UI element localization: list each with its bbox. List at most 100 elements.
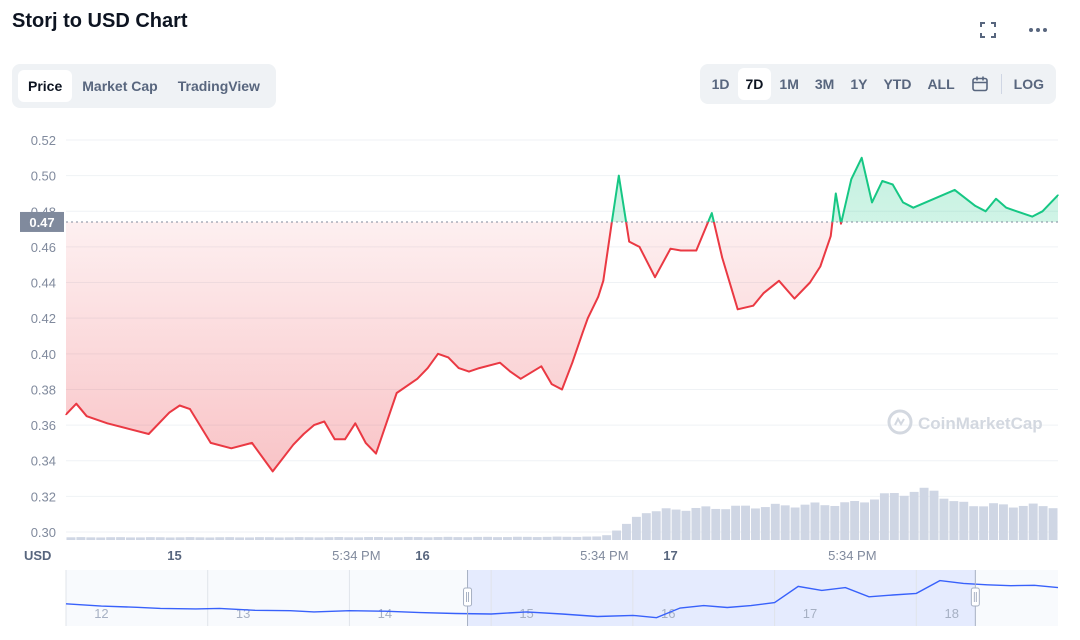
range-divider xyxy=(1000,74,1002,94)
current-price-marker: 0.47 xyxy=(20,211,1058,232)
volume-bar xyxy=(671,509,681,540)
y-tick-label: 0.50 xyxy=(31,169,56,184)
price-point xyxy=(251,442,253,444)
price-point xyxy=(860,157,863,159)
price-point xyxy=(891,183,894,186)
tab-market-cap[interactable]: Market Cap xyxy=(82,78,158,94)
volume-bar xyxy=(602,535,612,540)
volume-bar xyxy=(651,511,661,540)
volume-bar xyxy=(919,487,929,540)
price-point xyxy=(819,265,822,268)
price-point xyxy=(638,246,641,248)
calendar-icon[interactable] xyxy=(963,68,997,100)
volume-bar xyxy=(245,537,254,540)
price-point xyxy=(995,198,997,200)
log-toggle[interactable]: LOG xyxy=(1013,76,1044,92)
volume-bar xyxy=(810,502,820,540)
price-point xyxy=(933,198,935,200)
volume-bar xyxy=(582,536,592,540)
volume-bar xyxy=(284,537,294,540)
navigator-handle-left[interactable] xyxy=(463,587,473,607)
fullscreen-icon[interactable] xyxy=(976,18,1000,42)
y-tick-label: 0.40 xyxy=(31,347,56,362)
volume-bar xyxy=(116,537,126,540)
volume-bar xyxy=(304,537,314,540)
price-point xyxy=(912,206,915,209)
price-point xyxy=(271,470,274,473)
volume-bar xyxy=(433,537,443,540)
price-point xyxy=(809,281,811,284)
volume-bar xyxy=(483,536,493,540)
range-all[interactable]: ALL xyxy=(927,76,955,92)
y-tick-label: 0.42 xyxy=(31,311,56,326)
volume-bar xyxy=(661,508,671,540)
time-range-selector: 1D 7D 1M 3M 1Y YTD ALL LOG xyxy=(699,64,1056,104)
y-tick-label: 0.30 xyxy=(31,525,56,540)
y-tick-label: 0.34 xyxy=(31,454,56,469)
y-tick-label: 0.32 xyxy=(31,489,56,504)
price-point xyxy=(344,438,346,441)
coinmarketcap-logo-mark xyxy=(894,416,905,426)
coinmarketcap-logo-icon xyxy=(887,409,913,435)
price-point xyxy=(752,304,754,307)
price-point xyxy=(147,433,150,435)
volume-bar xyxy=(264,537,274,540)
volume-bar xyxy=(522,536,532,540)
volume-bar xyxy=(939,498,949,540)
volume-bar xyxy=(185,537,195,540)
x-tick-label: 16 xyxy=(415,548,429,563)
more-dots-icon[interactable] xyxy=(1026,18,1050,42)
price-point xyxy=(1041,210,1044,213)
volume-bar xyxy=(969,506,979,540)
volume-bar xyxy=(463,537,473,540)
price-point xyxy=(209,442,212,444)
price-point xyxy=(416,377,419,380)
volume-bar xyxy=(135,537,145,540)
volume-bar xyxy=(205,537,215,540)
x-tick-label: 5:34 PM xyxy=(580,548,628,563)
price-point xyxy=(654,276,656,279)
price-point xyxy=(509,370,512,373)
volume-bar xyxy=(155,537,165,540)
volume-bar xyxy=(820,505,830,540)
volume-bar xyxy=(989,503,998,540)
volume-bar xyxy=(780,505,790,540)
range-3m[interactable]: 3M xyxy=(814,76,835,92)
navigator-day-label: 14 xyxy=(378,606,392,621)
x-axis: USD 15 5:34 PM 16 5:34 PM 17 5:34 PM xyxy=(24,548,877,563)
volume-bar xyxy=(175,537,185,540)
range-1m[interactable]: 1M xyxy=(779,76,799,92)
navigator-handle-right[interactable] xyxy=(970,587,980,607)
price-point xyxy=(457,367,460,369)
volume-bar xyxy=(542,536,552,540)
price-point xyxy=(85,415,88,417)
volume-bar xyxy=(274,537,284,540)
price-point xyxy=(395,392,398,394)
volume-bar xyxy=(800,504,810,540)
range-1d[interactable]: 1D xyxy=(711,76,730,92)
price-point xyxy=(1057,194,1059,197)
price-point xyxy=(618,174,620,177)
price-point xyxy=(178,404,181,407)
price-point xyxy=(571,361,574,364)
volume-bar xyxy=(750,508,760,540)
range-ytd[interactable]: YTD xyxy=(883,76,912,92)
range-1y[interactable]: 1Y xyxy=(850,76,868,92)
tab-tradingview[interactable]: TradingView xyxy=(177,78,260,94)
volume-bar xyxy=(998,504,1008,540)
volume-bar xyxy=(1008,507,1018,540)
navigator-window xyxy=(467,570,976,626)
y-tick-label: 0.38 xyxy=(31,382,56,397)
volume-bar xyxy=(215,537,225,540)
range-7d[interactable]: 7D xyxy=(737,68,772,100)
price-point xyxy=(1005,206,1008,209)
volume-bar xyxy=(86,537,96,540)
price-point xyxy=(587,317,589,319)
tab-price[interactable]: Price xyxy=(18,70,73,102)
volume-bar xyxy=(929,490,939,540)
volume-bar xyxy=(106,537,116,540)
volume-bar xyxy=(770,503,780,540)
volume-bar xyxy=(1018,505,1028,540)
y-tick-label: 0.44 xyxy=(31,276,56,291)
price-point xyxy=(468,370,470,373)
